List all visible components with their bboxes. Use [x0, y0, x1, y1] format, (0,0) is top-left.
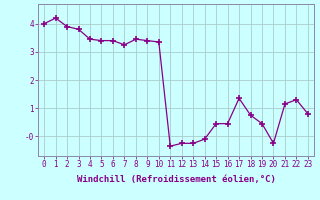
X-axis label: Windchill (Refroidissement éolien,°C): Windchill (Refroidissement éolien,°C) — [76, 175, 276, 184]
